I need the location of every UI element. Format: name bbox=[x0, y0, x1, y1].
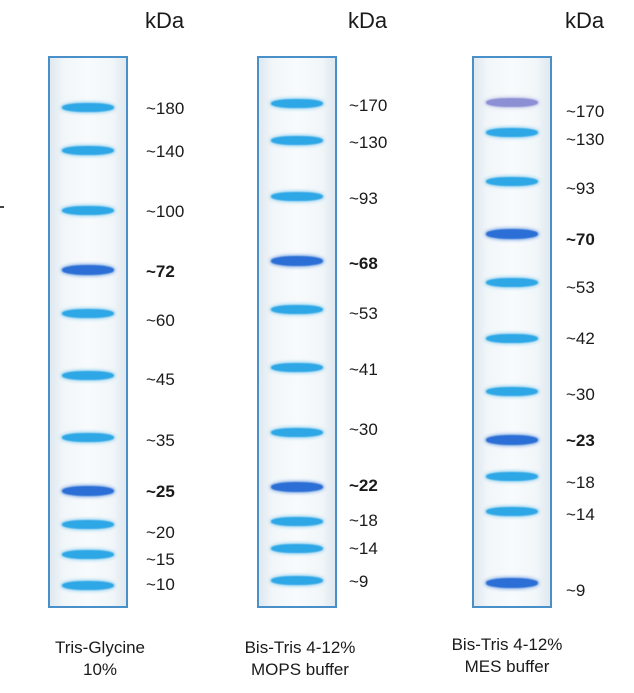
marker-label: ~130 bbox=[349, 133, 388, 152]
marker-label: ~23 bbox=[566, 431, 595, 450]
marker-label: ~100 bbox=[146, 202, 185, 221]
caption-line: Bis-Tris 4-12% bbox=[451, 635, 563, 654]
marker-label: ~70 bbox=[566, 230, 595, 249]
kda-unit-label: kDa bbox=[565, 8, 605, 33]
kda-unit-label: kDa bbox=[145, 8, 185, 33]
marker-label: ~20 bbox=[146, 523, 175, 542]
gel-band bbox=[62, 581, 114, 590]
marker-label: ~72 bbox=[146, 262, 175, 281]
gel-band bbox=[271, 363, 323, 372]
gel-band bbox=[62, 371, 114, 380]
gel-band bbox=[486, 507, 538, 516]
marker-label: ~41 bbox=[349, 360, 378, 379]
gel-band bbox=[486, 334, 538, 343]
gel-lane bbox=[48, 56, 128, 608]
gel-band bbox=[271, 136, 323, 145]
marker-label: ~14 bbox=[349, 539, 378, 558]
marker-label: ~68 bbox=[349, 254, 378, 273]
marker-label: ~35 bbox=[146, 431, 175, 450]
gel-band bbox=[486, 229, 538, 239]
caption-line: Tris-Glycine bbox=[54, 638, 146, 657]
gel-band bbox=[62, 206, 114, 215]
gel-band bbox=[486, 472, 538, 481]
gel-band bbox=[486, 435, 538, 445]
marker-label: ~14 bbox=[566, 505, 595, 524]
marker-label: ~30 bbox=[349, 420, 378, 439]
marker-label: ~53 bbox=[566, 278, 595, 297]
marker-label: ~45 bbox=[146, 370, 175, 389]
gel-band bbox=[486, 128, 538, 137]
ladder-panel-mops: kDa ~170 ~130 ~93 ~68 ~53 ~41 ~30 ~22 ~1… bbox=[210, 0, 420, 693]
marker-label: ~93 bbox=[349, 189, 378, 208]
gel-band bbox=[62, 103, 114, 112]
kda-unit-label: kDa bbox=[348, 8, 388, 33]
gel-band bbox=[62, 309, 114, 318]
ladder-caption: Tris-Glycine 10% bbox=[40, 637, 160, 681]
gel-lane bbox=[257, 56, 337, 608]
gel-band bbox=[62, 433, 114, 442]
gel-band bbox=[486, 278, 538, 287]
ladder-caption: Bis-Tris 4-12% MOPS buffer bbox=[235, 637, 365, 681]
marker-label: ~53 bbox=[349, 304, 378, 323]
ladder-panel-tris-glycine: kDa ~180 ~140 ~100 ~72 ~60 ~45 ~35 ~25 ~… bbox=[0, 0, 210, 693]
marker-label: ~170 bbox=[349, 96, 388, 115]
marker-label: ~18 bbox=[349, 511, 378, 530]
marker-label: ~15 bbox=[146, 550, 175, 569]
gel-band bbox=[62, 486, 114, 496]
marker-label: ~42 bbox=[566, 329, 595, 348]
gel-band bbox=[486, 98, 538, 107]
gel-band bbox=[62, 146, 114, 155]
gel-band bbox=[271, 99, 323, 108]
gel-band bbox=[271, 576, 323, 585]
gel-band bbox=[271, 482, 323, 492]
marker-label: ~22 bbox=[349, 476, 378, 495]
marker-label: ~10 bbox=[146, 575, 175, 594]
gel-band bbox=[271, 256, 323, 266]
gel-band bbox=[486, 578, 538, 588]
marker-label: ~25 bbox=[146, 482, 175, 501]
gel-lane bbox=[472, 56, 552, 608]
edge-tick-mark bbox=[0, 206, 4, 208]
gel-band bbox=[62, 550, 114, 559]
marker-label: ~130 bbox=[566, 130, 605, 149]
gel-band bbox=[62, 520, 114, 529]
gel-band bbox=[271, 305, 323, 314]
gel-band bbox=[486, 387, 538, 396]
marker-label: ~140 bbox=[146, 142, 185, 161]
gel-band bbox=[271, 544, 323, 553]
caption-line: Bis-Tris 4-12% bbox=[244, 638, 356, 657]
gel-band bbox=[486, 177, 538, 186]
gel-band bbox=[271, 428, 323, 437]
gel-band bbox=[271, 192, 323, 201]
marker-label: ~30 bbox=[566, 385, 595, 404]
ladder-panel-mes: kDa ~170 ~130 ~93 ~70 ~53 ~42 ~30 ~23 ~1… bbox=[420, 0, 634, 693]
gel-band bbox=[62, 265, 114, 275]
caption-line: MOPS buffer bbox=[251, 660, 349, 679]
marker-label: ~60 bbox=[146, 311, 175, 330]
ladder-caption: Bis-Tris 4-12% MES buffer bbox=[442, 634, 572, 678]
marker-label: ~9 bbox=[566, 581, 586, 600]
marker-label: ~170 bbox=[566, 102, 605, 121]
caption-line: 10% bbox=[82, 660, 118, 679]
gel-band bbox=[271, 517, 323, 526]
caption-line: MES buffer bbox=[464, 657, 550, 676]
marker-label: ~18 bbox=[566, 473, 595, 492]
marker-label: ~93 bbox=[566, 179, 595, 198]
marker-label: ~9 bbox=[349, 572, 369, 591]
marker-label: ~180 bbox=[146, 99, 185, 118]
